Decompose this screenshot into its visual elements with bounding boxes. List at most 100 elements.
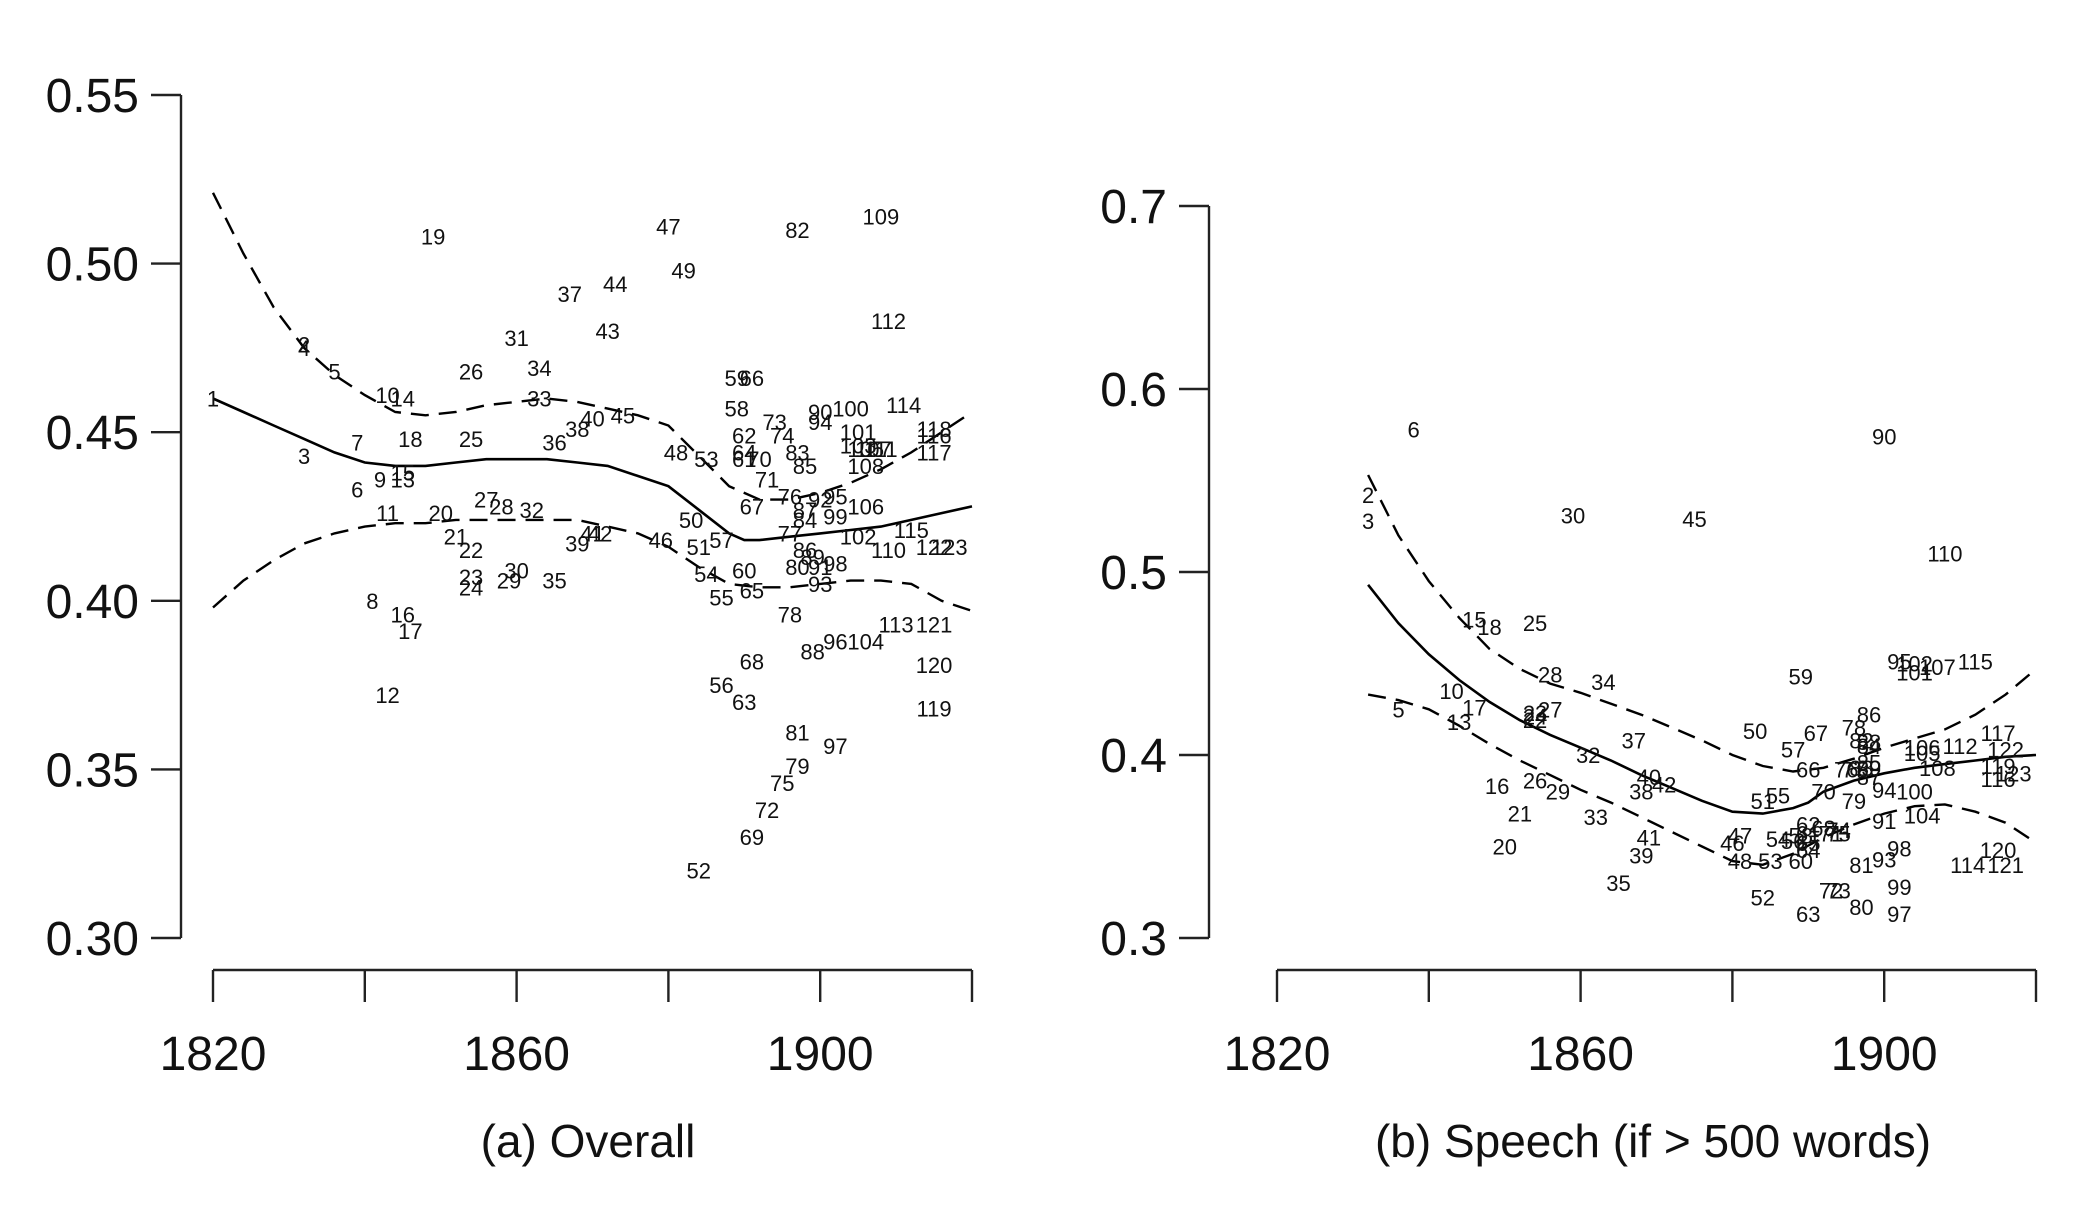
data-point-label: 95 (1887, 650, 1911, 675)
data-point-label: 46 (1720, 831, 1744, 856)
panel-overall: (a) Overall 0.300.350.400.450.500.551820… (46, 70, 974, 1167)
data-point-label: 18 (1477, 615, 1501, 640)
data-point-label: 54 (1766, 827, 1790, 852)
data-point-label: 88 (1857, 730, 1881, 755)
data-point-label: 104 (847, 629, 884, 654)
data-point-label: 112 (871, 309, 906, 334)
data-point-label: 16 (391, 602, 415, 627)
data-point-label: 123 (931, 535, 968, 560)
data-point-label: 56 (1781, 829, 1805, 854)
data-point-label: 107 (1919, 655, 1956, 680)
data-point-label: 54 (694, 562, 718, 587)
data-point-label: 105 (847, 437, 884, 462)
data-point-label: 32 (1576, 743, 1600, 768)
data-point-label: 59 (1788, 664, 1812, 689)
x-tick-label: 1860 (1527, 1028, 1634, 1081)
data-point-label: 102 (1896, 652, 1933, 677)
data-point-label: 1 (207, 386, 219, 411)
data-point-label: 25 (459, 427, 483, 452)
data-point-label: 72 (755, 798, 779, 823)
data-point-label: 101 (1896, 661, 1933, 686)
data-point-label: 35 (1606, 871, 1630, 896)
data-point-label: 122 (1987, 738, 2024, 763)
data-point-label: 17 (398, 619, 422, 644)
data-point-label: 34 (527, 356, 551, 381)
data-point-label: 66 (1796, 758, 1820, 783)
data-point-label: 113 (879, 612, 914, 637)
panel-speech: (b) Speech (if > 500 words) 0.3 0.4 0.5 0.6… (1100, 181, 2038, 1167)
data-point-label: 119 (917, 697, 952, 722)
data-point-label: 89 (1857, 756, 1881, 781)
data-point-label: 30 (1561, 503, 1585, 528)
data-point-label: 55 (709, 585, 733, 610)
data-point-label: 3 (1362, 509, 1374, 534)
data-point-label: 90 (1872, 425, 1896, 450)
data-point-label: 53 (1758, 849, 1782, 874)
data-point-label: 26 (459, 360, 483, 385)
x-tick-label: 1900 (767, 1028, 874, 1081)
data-point-label: 76 (778, 484, 802, 509)
data-point-label: 26 (1523, 769, 1547, 794)
data-point-label: 6 (351, 478, 363, 503)
data-point-label: 14 (391, 386, 415, 411)
data-point-label: 7 (351, 430, 363, 455)
data-point-label: 2 (298, 333, 310, 358)
data-point-label: 49 (671, 258, 695, 283)
data-point-label: 63 (732, 690, 756, 715)
data-point-label: 70 (747, 447, 771, 472)
data-point-label: 71 (755, 467, 779, 492)
data-point-label: 94 (1872, 778, 1896, 803)
data-point-label: 68 (740, 649, 764, 674)
data-point-label: 86 (793, 538, 817, 563)
data-point-label: 52 (1751, 886, 1775, 911)
data-point-label: 93 (1872, 847, 1896, 872)
data-point-label: 15 (391, 461, 415, 486)
data-point-label: 43 (595, 319, 619, 344)
data-point-label: 79 (785, 754, 809, 779)
data-point-label: 97 (1887, 902, 1911, 927)
data-point-label: 16 (1485, 774, 1509, 799)
data-point-label: 115 (1958, 650, 1993, 675)
data-point-label: 74 (1826, 818, 1850, 843)
data-point-label: 85 (793, 454, 817, 479)
data-point-label: 5 (328, 360, 340, 385)
data-point-label: 94 (808, 410, 832, 435)
data-point-label: 121 (916, 612, 953, 637)
data-point-label: 22 (1523, 708, 1547, 733)
data-point-label: 62 (1796, 813, 1820, 838)
data-point-label: 85 (1857, 750, 1881, 775)
data-point-label: 112 (1943, 734, 1978, 759)
y-tick-label: 0.30 (46, 913, 139, 966)
data-point-label: 2 (1362, 483, 1374, 508)
y-tick-label: 0.55 (46, 70, 139, 123)
data-point-label: 91 (808, 555, 832, 580)
data-point-label: 121 (1987, 853, 2024, 878)
data-point-label: 120 (1980, 838, 2017, 863)
data-point-label: 96 (823, 629, 847, 654)
data-point-label: 78 (778, 602, 802, 627)
data-point-label: 57 (709, 528, 733, 553)
data-point-label: 18 (398, 427, 422, 452)
data-point-label: 67 (1804, 721, 1828, 746)
data-point-label: 61 (1796, 822, 1820, 847)
upper-band-line (1367, 474, 2037, 773)
data-point-label: 42 (1652, 772, 1676, 797)
y-tick-label: 0.3 (1100, 913, 1167, 966)
data-point-label: 120 (916, 653, 953, 678)
data-point-label: 40 (580, 407, 604, 432)
data-point-label: 24 (459, 575, 483, 600)
data-point-label: 78 (1842, 716, 1866, 741)
data-point-label: 47 (1728, 824, 1752, 849)
data-point-label: 45 (611, 403, 635, 428)
data-point-label: 33 (1584, 805, 1608, 830)
data-point-label: 103 (840, 434, 877, 459)
data-point-label: 114 (886, 393, 921, 418)
data-point-label: 55 (1766, 783, 1790, 808)
data-point-label: 10 (375, 383, 399, 408)
data-point-label: 15 (1462, 608, 1486, 633)
data-point-label: 25 (1523, 611, 1547, 636)
data-point-label: 68 (1811, 816, 1835, 841)
fit-line (1367, 583, 2037, 815)
y-tick-label: 0.50 (46, 239, 139, 292)
data-point-label: 91 (1872, 809, 1896, 834)
